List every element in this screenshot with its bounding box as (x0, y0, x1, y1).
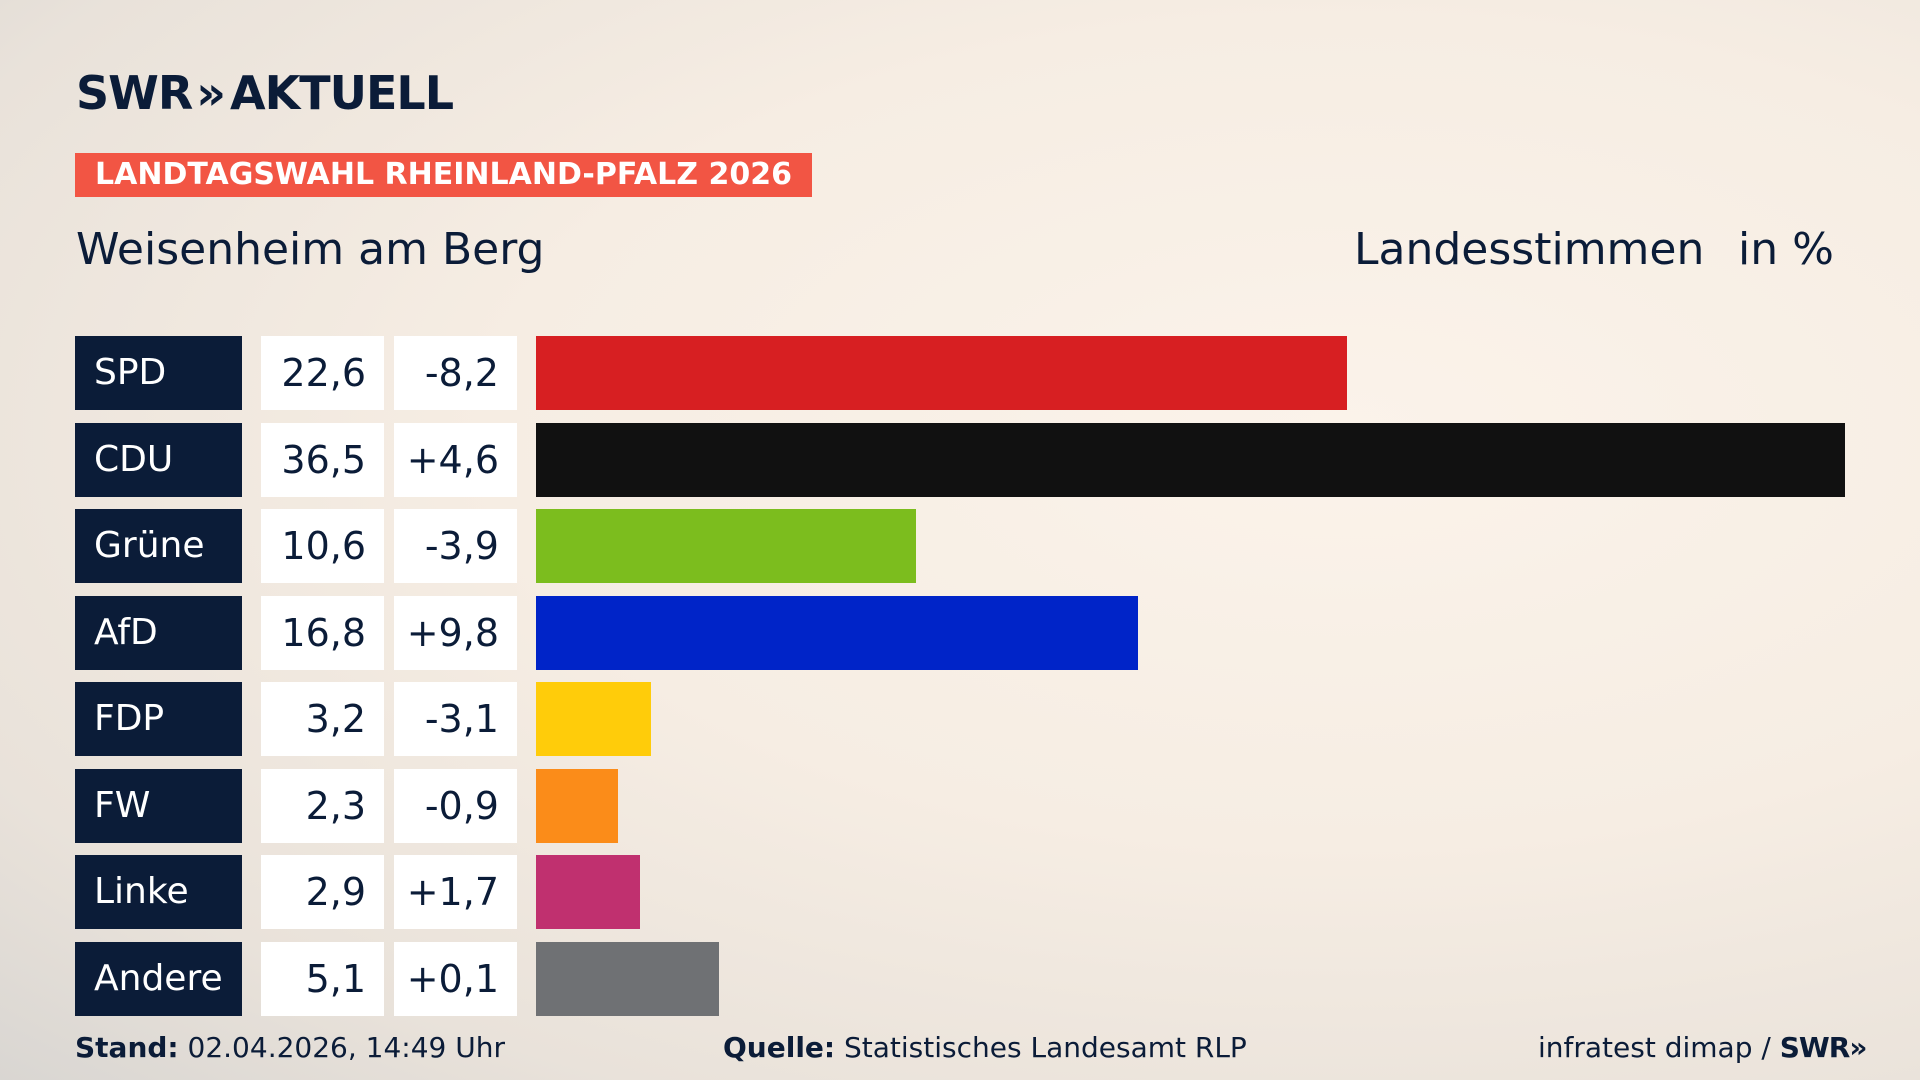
vote-share-bar (536, 768, 619, 843)
place-name: Weisenheim am Berg (76, 224, 545, 275)
vote-share-bar (536, 509, 917, 583)
chart-row: FDP 3,2 -3,1 (75, 682, 1845, 756)
chart-row: Andere 5,1 +0,1 (75, 941, 1845, 1016)
source-label: Quelle: (723, 1031, 836, 1064)
unit-label: in % (1738, 224, 1834, 275)
party-label: CDU (75, 422, 242, 497)
party-label: FW (75, 768, 242, 843)
vote-type-label: Landesstimmen (1354, 224, 1705, 275)
vote-share-value: 5,1 (261, 941, 384, 1016)
footer-institute: infratest dimap / SWR» (1538, 1030, 1868, 1066)
source-value: Statistisches Landesamt RLP (844, 1031, 1247, 1064)
vote-change-value: +9,8 (394, 595, 517, 670)
logo-aktuell: AKTUELL (230, 66, 454, 120)
footer-source: Quelle: Statistisches Landesamt RLP (723, 1030, 1247, 1066)
vote-share-bar (536, 941, 719, 1016)
vote-change-value: +0,1 (394, 941, 517, 1016)
chart-row: CDU 36,5 +4,6 (75, 422, 1845, 497)
vote-share-value: 3,2 (261, 682, 384, 756)
party-label: AfD (75, 595, 242, 670)
vote-share-bar (536, 682, 651, 756)
vote-share-value: 2,3 (261, 768, 384, 843)
vote-change-value: -0,9 (394, 768, 517, 843)
party-label: Andere (75, 941, 242, 1016)
vote-share-bar (536, 595, 1139, 670)
vote-change-value: -3,9 (394, 509, 517, 583)
logo-chevron-icon: » (196, 66, 226, 120)
party-label: Grüne (75, 509, 242, 583)
logo-swr: SWR (76, 66, 193, 120)
vote-change-value: +4,6 (394, 422, 517, 497)
swr-aktuell-logo: SWR» AKTUELL (76, 64, 454, 122)
party-label: FDP (75, 682, 242, 756)
vote-share-value: 36,5 (261, 422, 384, 497)
vote-change-value: -3,1 (394, 682, 517, 756)
vote-change-value: -8,2 (394, 336, 517, 410)
vote-share-bar (536, 855, 640, 929)
vote-share-bar (536, 336, 1347, 410)
vote-share-value: 22,6 (261, 336, 384, 410)
party-label: Linke (75, 855, 242, 929)
vote-share-value: 10,6 (261, 509, 384, 583)
election-title-badge: LANDTAGSWAHL RHEINLAND-PFALZ 2026 (75, 153, 812, 197)
party-label: SPD (75, 336, 242, 410)
vote-share-value: 2,9 (261, 855, 384, 929)
chart-row: Linke 2,9 +1,7 (75, 855, 1845, 929)
stand-label: Stand: (75, 1031, 179, 1064)
chart-row: FW 2,3 -0,9 (75, 768, 1845, 843)
stand-value: 02.04.2026, 14:49 Uhr (187, 1031, 505, 1064)
vote-change-value: +1,7 (394, 855, 517, 929)
vote-share-bar (536, 422, 1845, 497)
chart-row: Grüne 10,6 -3,9 (75, 509, 1845, 583)
chart-row: AfD 16,8 +9,8 (75, 595, 1845, 670)
vote-share-value: 16,8 (261, 595, 384, 670)
institute-label: infratest dimap / (1538, 1031, 1771, 1064)
swr-mini-logo: SWR» (1779, 1031, 1868, 1064)
footer-stand: Stand: 02.04.2026, 14:49 Uhr (75, 1030, 505, 1066)
chart-row: SPD 22,6 -8,2 (75, 336, 1845, 410)
